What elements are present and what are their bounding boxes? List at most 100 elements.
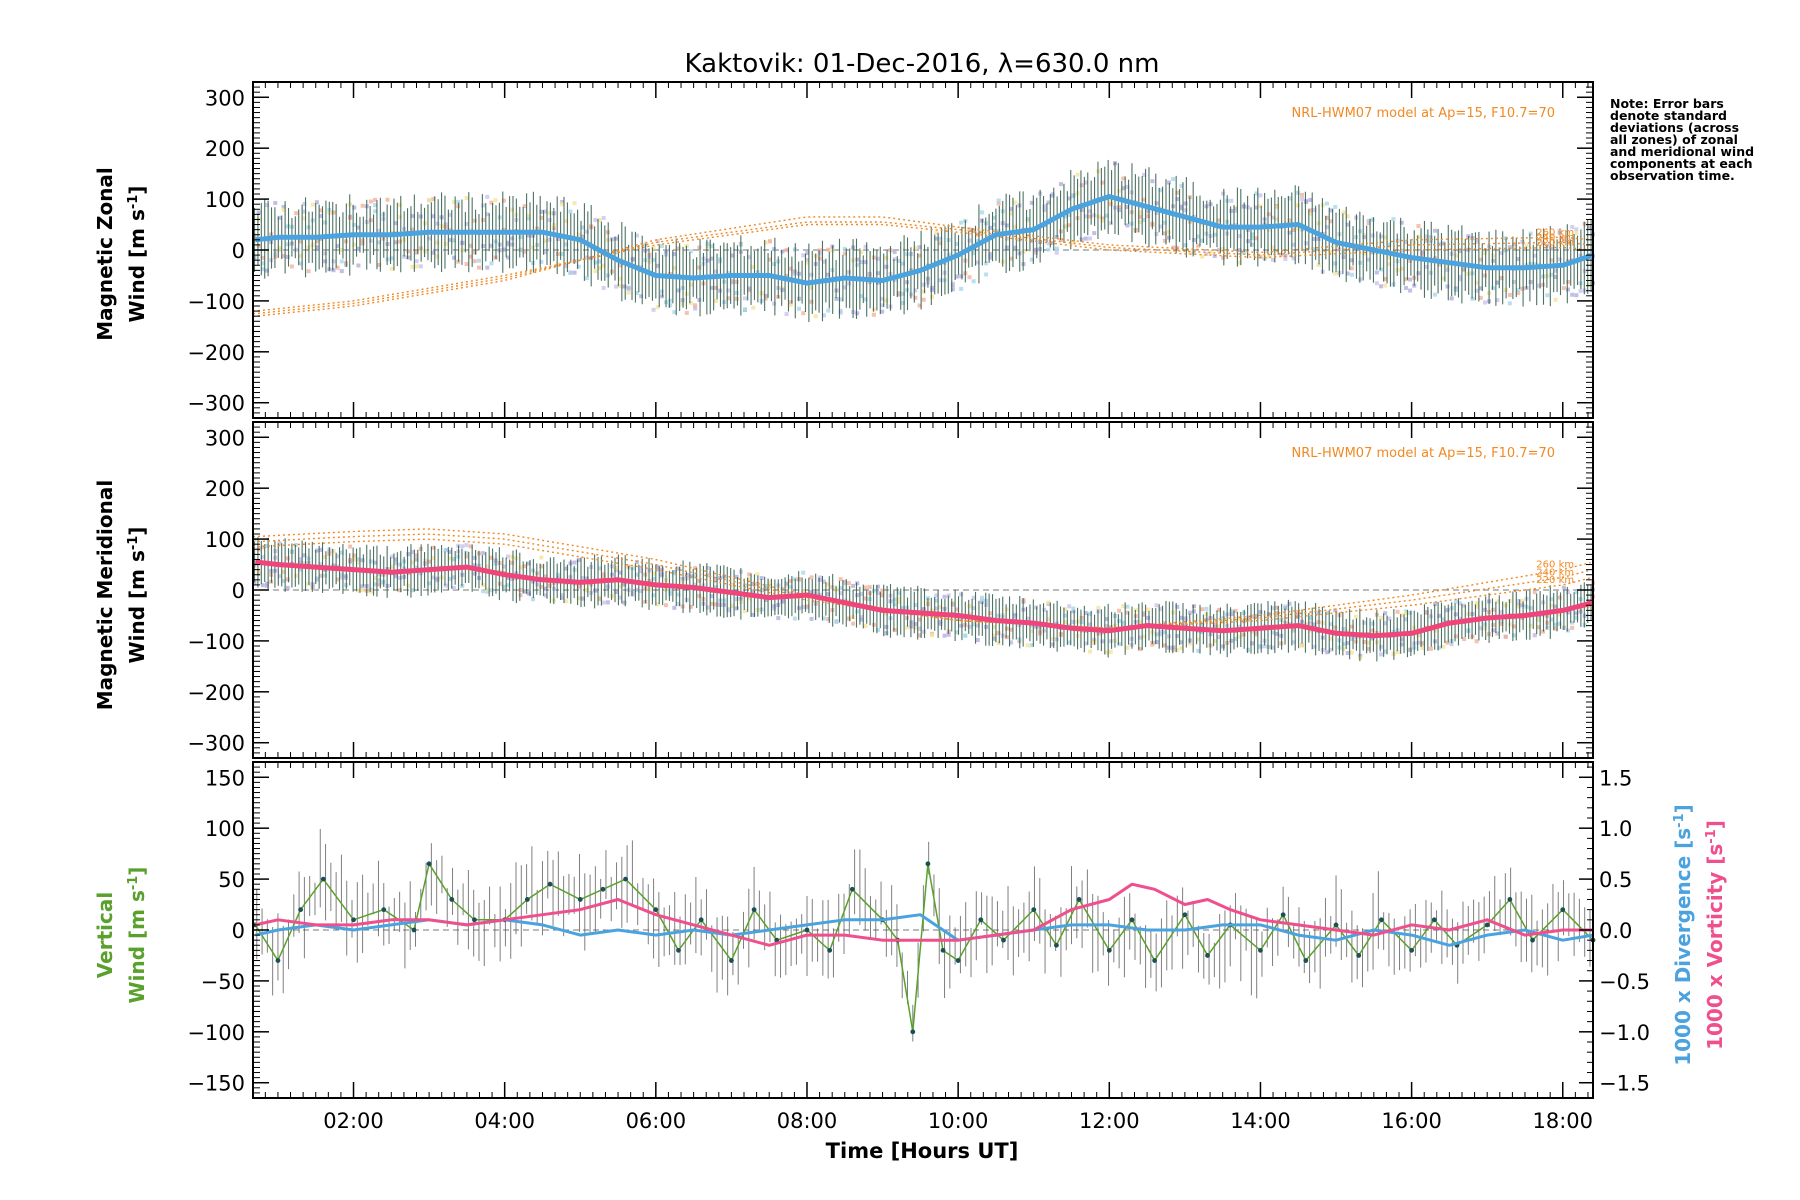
zone-point <box>1379 234 1384 239</box>
zone-point <box>1046 600 1051 605</box>
vertical-ylabel-close: ] <box>125 867 149 876</box>
zone-point <box>277 245 282 250</box>
zone-point <box>1025 217 1030 222</box>
zone-point <box>1333 204 1338 209</box>
zone-point <box>580 576 585 581</box>
zone-point <box>959 286 964 291</box>
zone-point <box>713 299 718 304</box>
zone-point <box>1117 189 1122 194</box>
zone-point <box>1179 183 1184 188</box>
zone-point <box>481 218 486 223</box>
zone-point <box>1399 248 1404 253</box>
zone-point <box>1287 218 1292 223</box>
vertical-wind-point <box>1333 922 1339 928</box>
zone-point <box>294 247 299 252</box>
zone-point <box>1520 603 1525 608</box>
zone-point <box>1345 271 1350 276</box>
zone-point <box>560 593 565 598</box>
zone-point <box>310 202 315 207</box>
zone-point <box>1379 284 1384 289</box>
zone-point <box>726 296 731 301</box>
zone-point <box>805 260 810 265</box>
zone-point <box>959 274 964 279</box>
zone-point <box>967 604 972 609</box>
zone-point <box>1453 599 1458 604</box>
zone-point <box>1270 215 1275 220</box>
zone-point <box>1009 627 1014 632</box>
zone-point <box>1063 214 1068 219</box>
zone-point <box>1379 267 1384 272</box>
x-axis-label: Time [Hours UT] <box>826 1139 1019 1163</box>
zone-point <box>1154 201 1159 206</box>
zone-point <box>256 243 261 248</box>
zone-point <box>264 543 269 548</box>
zonal-ylabel-close: ] <box>125 186 149 195</box>
zone-point <box>323 573 328 578</box>
zone-point <box>813 314 818 319</box>
vertical-ylabel-sup: -1 <box>126 876 141 890</box>
zone-point <box>597 218 602 223</box>
zone-point <box>672 266 677 271</box>
zone-point <box>1229 609 1234 614</box>
zone-point <box>264 203 269 208</box>
zone-point <box>938 236 943 241</box>
zone-point <box>1561 286 1566 291</box>
zone-point <box>418 264 423 269</box>
zone-point <box>414 259 419 264</box>
zone-point <box>256 210 261 215</box>
zone-point <box>934 593 939 598</box>
zone-point <box>846 616 851 621</box>
zone-point <box>1574 231 1579 236</box>
zone-point <box>846 581 851 586</box>
y-tick-label: 100 <box>205 188 245 212</box>
zone-point <box>876 280 881 285</box>
zone-point <box>506 554 511 559</box>
zone-point <box>1266 644 1271 649</box>
zone-point <box>356 588 361 593</box>
zone-point <box>1541 629 1546 634</box>
zonal-model-label: NRL-HWM07 model at Ap=15, F10.7=70 <box>1292 106 1556 121</box>
vertical-wind-point <box>426 861 432 867</box>
zone-point <box>1216 635 1221 640</box>
zone-point <box>476 258 481 263</box>
zone-point <box>1333 625 1338 630</box>
zone-point <box>597 597 602 602</box>
vorticity-ylabel-close: ] <box>1703 820 1727 829</box>
zone-point <box>1349 258 1354 263</box>
zone-point <box>593 269 598 274</box>
zone-point <box>1058 182 1063 187</box>
zonal-wind-panel: NRL-HWM07 model at Ap=15, F10.7=70 Magne… <box>93 81 1595 419</box>
zone-point <box>298 261 303 266</box>
model-altitude-label: 260 km <box>1536 560 1574 571</box>
x-tick-label: 06:00 <box>626 1109 687 1133</box>
zone-point <box>917 245 922 250</box>
zone-point <box>946 593 951 598</box>
zone-point <box>855 581 860 586</box>
zone-point <box>1495 280 1500 285</box>
zone-point <box>1196 234 1201 239</box>
vertical-wind-point <box>925 861 931 867</box>
zone-point <box>1491 628 1496 633</box>
vertical-wind-point <box>955 958 961 963</box>
y-tick-label: 300 <box>205 86 245 110</box>
zone-point <box>406 255 411 260</box>
zone-point <box>481 244 486 249</box>
zone-point <box>1117 608 1122 613</box>
zone-point <box>797 306 802 311</box>
zone-point <box>1229 611 1234 616</box>
zone-point <box>846 270 851 275</box>
zone-point <box>335 554 340 559</box>
zone-point <box>1566 287 1571 292</box>
zone-point <box>331 210 336 215</box>
zone-point <box>930 633 935 638</box>
zone-point <box>1453 253 1458 258</box>
vertical-wind-point <box>1152 958 1158 963</box>
zone-point <box>506 583 511 588</box>
meridional-ylabel-line1: Magnetic Meridional <box>93 480 117 710</box>
zone-point <box>992 228 997 233</box>
zone-point <box>1512 624 1517 629</box>
zone-point <box>543 574 548 579</box>
zone-point <box>1408 258 1413 263</box>
zone-point <box>1013 200 1018 205</box>
svg-text:1000 x Divergence [s-1]: 1000 x Divergence [s-1] <box>1671 804 1695 1066</box>
